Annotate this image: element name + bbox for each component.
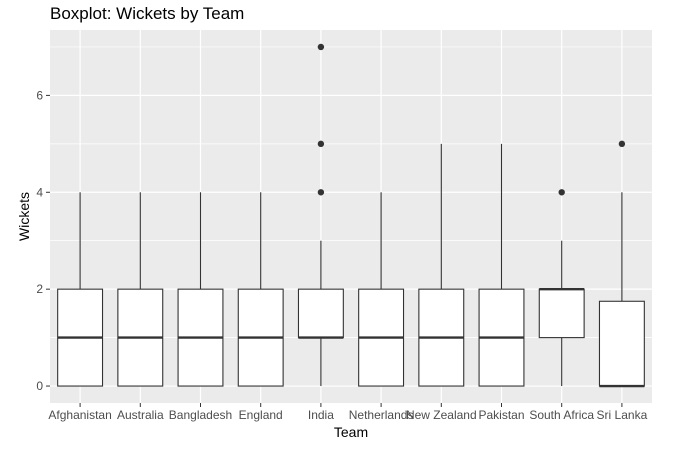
x-axis: Afghanistan Australia Bangladesh England Ind… xyxy=(48,403,648,422)
y-axis-title: Wickets xyxy=(16,192,32,241)
box-afghanistan xyxy=(57,192,104,387)
box-iqr xyxy=(297,288,344,339)
box-australia xyxy=(117,192,164,387)
y-tick-label: 6 xyxy=(36,88,43,102)
box-south-africa xyxy=(538,189,585,387)
box-england xyxy=(237,192,284,387)
x-axis-title: Team xyxy=(334,424,368,440)
x-tick-label: England xyxy=(239,408,283,422)
x-tick-label: Australia xyxy=(117,408,164,422)
box-new-zealand xyxy=(418,143,465,387)
box-iqr xyxy=(538,288,585,339)
outlier-point xyxy=(558,189,565,196)
x-tick-label: Pakistan xyxy=(478,408,524,422)
box-india xyxy=(297,43,344,387)
x-tick-label: New Zealand xyxy=(406,408,477,422)
box-bangladesh xyxy=(177,192,224,387)
y-tick-label: 2 xyxy=(36,282,43,296)
x-tick-label: South Africa xyxy=(529,408,594,422)
x-tick-label: Sri Lanka xyxy=(597,408,648,422)
chart-title: Boxplot: Wickets by Team xyxy=(50,4,244,23)
y-tick-label: 0 xyxy=(36,379,43,393)
x-tick-label: Afghanistan xyxy=(48,408,111,422)
x-tick-label: Netherlands xyxy=(349,408,414,422)
outlier-point xyxy=(317,189,325,196)
y-axis: 0 2 4 6 xyxy=(36,88,50,393)
outlier-point xyxy=(317,140,325,148)
box-iqr xyxy=(598,300,645,387)
x-tick-label: Bangladesh xyxy=(169,408,232,422)
box-sri-lanka xyxy=(598,140,645,388)
boxes-layer xyxy=(57,43,645,388)
box-netherlands xyxy=(358,192,405,387)
outlier-point xyxy=(317,43,325,51)
outlier-point xyxy=(618,140,626,148)
y-tick-label: 4 xyxy=(36,185,43,199)
box-pakistan xyxy=(478,143,525,387)
x-tick-label: India xyxy=(308,408,334,422)
